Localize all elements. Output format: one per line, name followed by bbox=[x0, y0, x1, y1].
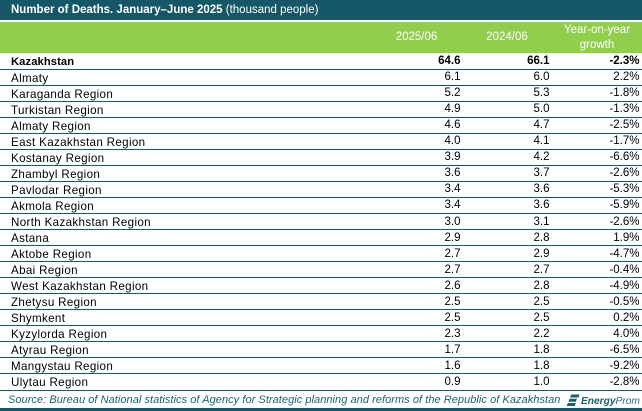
svg-text:EnergyProm: EnergyProm bbox=[581, 396, 640, 407]
